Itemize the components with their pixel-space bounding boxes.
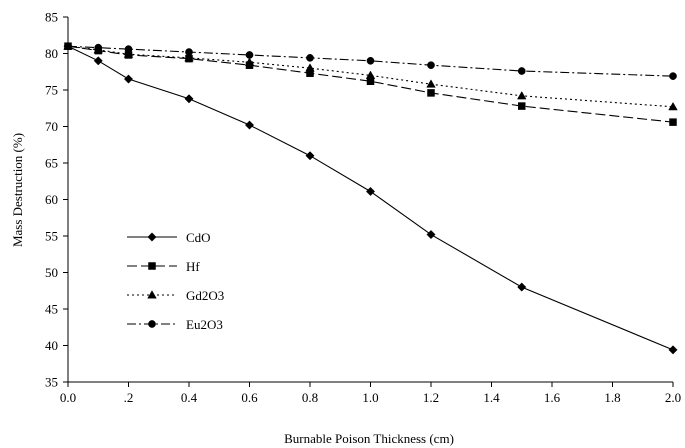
y-tick-label: 35 [45, 375, 58, 390]
legend-marker [147, 290, 157, 299]
data-point [305, 151, 315, 161]
series-line [67, 45, 674, 77]
data-point [366, 56, 375, 65]
legend-item: CdO [127, 230, 211, 245]
legend-marker [148, 262, 156, 270]
legend-label: Hf [186, 259, 200, 274]
x-axis-label: Burnable Poison Thickness (cm) [284, 431, 454, 446]
y-axis-ticks: 35 40 45 50 55 60 65 70 75 80 85 [45, 10, 68, 390]
data-point [365, 70, 376, 79]
data-point [517, 91, 527, 100]
data-point [305, 63, 315, 72]
y-tick-label: 60 [45, 192, 58, 207]
x-tick-label: 1.6 [544, 390, 561, 405]
series-hf [64, 42, 677, 126]
data-point [517, 282, 527, 292]
y-axis-label: Mass Destruction (%) [10, 133, 25, 247]
x-tick-label: 0.6 [241, 390, 258, 405]
series-layer [63, 41, 678, 355]
x-tick-label: 1.8 [604, 390, 620, 405]
data-point [518, 102, 526, 110]
data-point [185, 48, 193, 56]
y-tick-label: 50 [45, 265, 58, 280]
data-point [427, 89, 435, 97]
data-point [124, 45, 133, 53]
data-point [669, 72, 677, 80]
y-tick-label: 55 [45, 229, 58, 244]
legend: CdO Hf Gd2O3 Eu2O3 [127, 230, 224, 332]
series-cdo [63, 41, 678, 355]
x-tick-label: 0.4 [181, 390, 198, 405]
legend-item: Eu2O3 [127, 317, 223, 332]
series-gd2o3 [63, 41, 678, 111]
data-point [517, 67, 526, 75]
legend-marker [148, 320, 156, 328]
x-tick-label: 1.2 [423, 390, 439, 405]
legend-label: Eu2O3 [186, 317, 223, 332]
data-point [306, 54, 314, 62]
data-point [426, 229, 436, 240]
series-line [67, 45, 674, 108]
data-point [93, 56, 103, 66]
y-tick-label: 45 [45, 302, 58, 317]
series-eu2o3 [64, 42, 677, 80]
y-tick-label: 40 [45, 338, 58, 353]
data-point [244, 57, 255, 66]
x-tick-label: 1.4 [483, 390, 500, 405]
series-line [67, 45, 674, 123]
legend-label: CdO [186, 230, 211, 245]
data-point [184, 94, 194, 104]
legend-marker [147, 232, 157, 242]
data-point [245, 51, 254, 59]
data-point [244, 120, 255, 130]
y-tick-label: 80 [45, 46, 58, 61]
data-point [668, 101, 678, 111]
y-tick-label: 70 [45, 119, 58, 134]
y-tick-label: 65 [45, 156, 58, 171]
data-point [669, 118, 677, 126]
legend-item: Hf [127, 259, 200, 274]
x-tick-label: 0.8 [302, 390, 318, 405]
data-point [123, 74, 134, 84]
data-point [64, 42, 72, 51]
legend-label: Gd2O3 [186, 288, 224, 303]
legend-item: Gd2O3 [127, 288, 224, 303]
x-tick-label: 2.0 [665, 390, 681, 405]
data-point [427, 61, 435, 70]
x-tick-label: 0.0 [60, 390, 76, 405]
data-point [668, 345, 678, 355]
data-point [184, 53, 194, 62]
data-point [426, 79, 436, 88]
y-tick-label: 85 [45, 10, 58, 25]
x-tick-label: 1.0 [362, 390, 378, 405]
x-tick-label: .2 [124, 390, 134, 405]
data-point [365, 186, 376, 197]
series-line [67, 45, 674, 351]
y-tick-label: 75 [45, 83, 58, 98]
x-axis-ticks: 0.0 .2 0.4 0.6 0.8 1.0 1.2 1.4 1.6 1.8 2.0 [60, 382, 681, 405]
data-point [94, 43, 103, 52]
data-point [123, 49, 134, 58]
